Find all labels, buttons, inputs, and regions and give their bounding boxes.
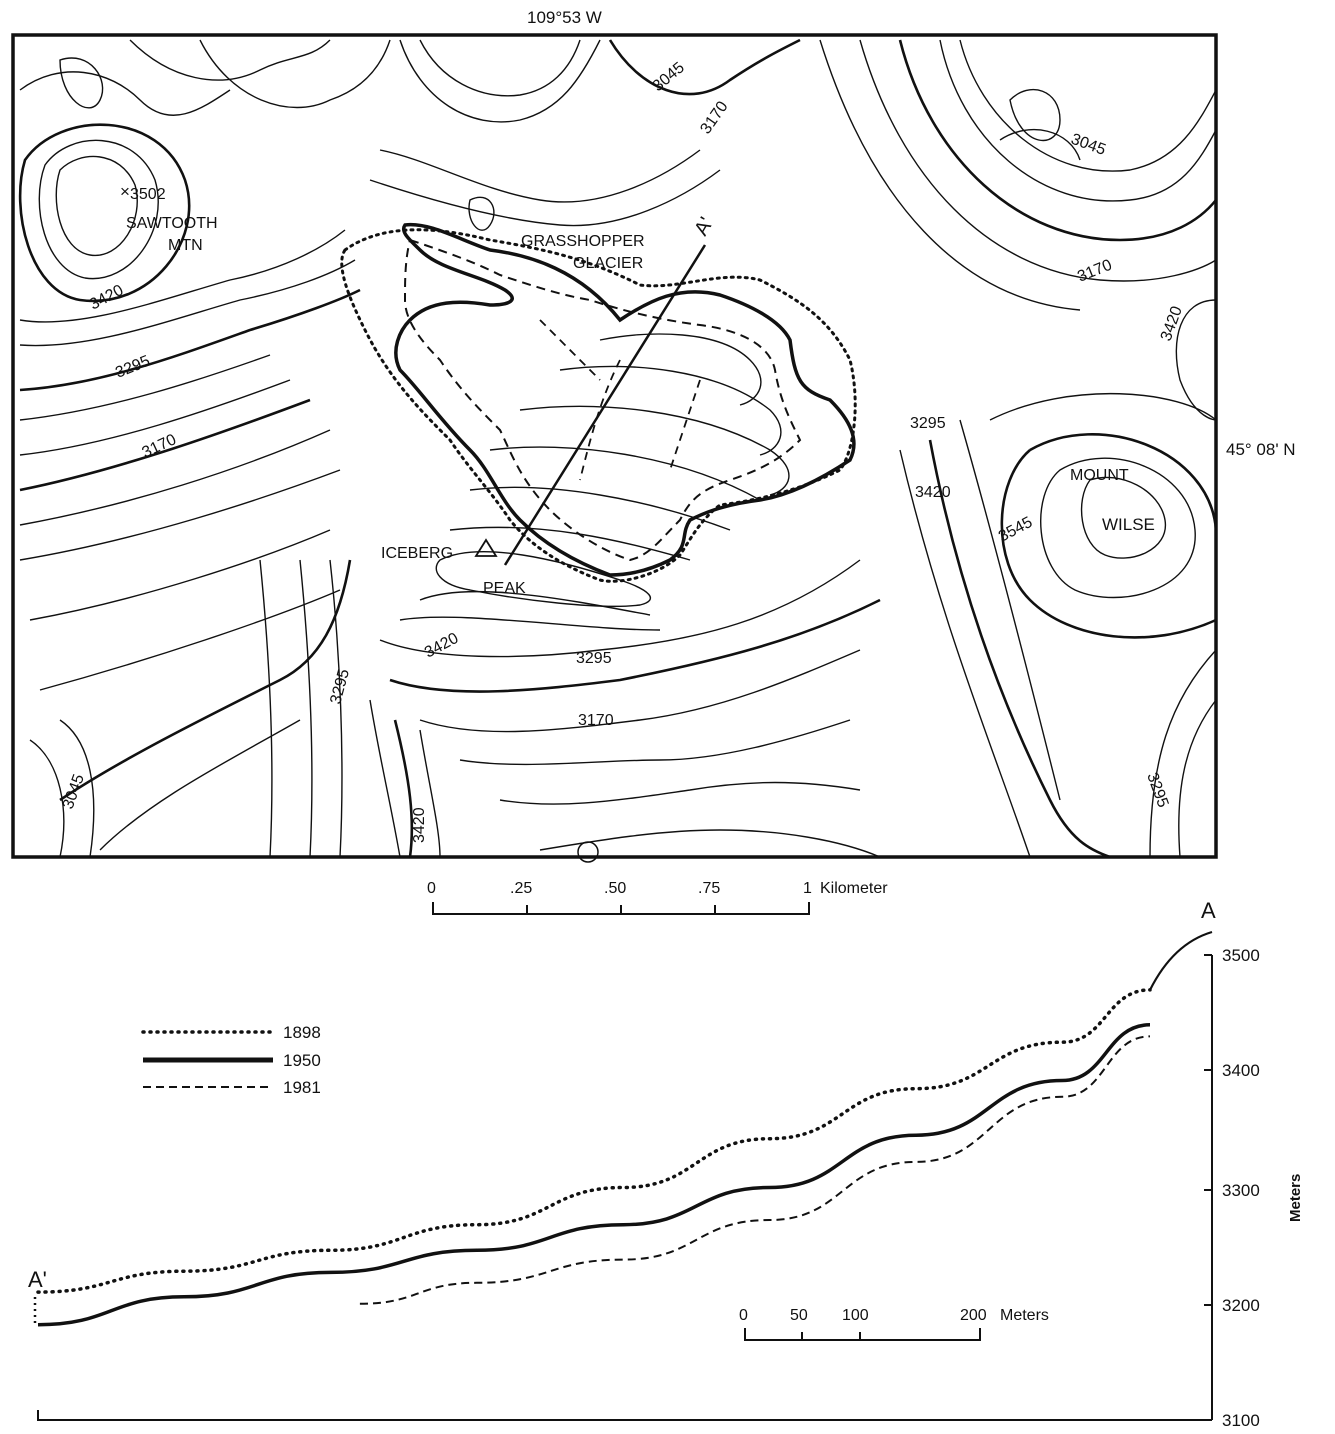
map-scale-bar: 0 .25 .50 .75 1 Kilometer [427, 880, 888, 915]
map-scale-tick: 1 [803, 880, 812, 897]
y-axis-ticks: 3500 3400 3300 3200 3100 [1222, 946, 1260, 1430]
profile-label-a-prime: A' [28, 1267, 47, 1292]
profile-line-1950 [37, 1023, 1151, 1327]
glacier-profile: A A' 3500 3400 3300 3200 3100 Meters 189… [28, 898, 1304, 1430]
cross-section-line [503, 244, 707, 566]
profile-label-a: A [1201, 898, 1216, 923]
contour-label: 3295 [576, 650, 612, 667]
legend-label-1981: 1981 [283, 1078, 321, 1097]
place-label-glacier: GLACIER [573, 255, 643, 272]
profile-scale-unit: Meters [1000, 1307, 1049, 1324]
contour-label: 3295 [910, 415, 946, 432]
glacier-outline-1981 [403, 238, 802, 562]
peak-triangle-marker [474, 538, 498, 557]
place-label-mount: MOUNT [1070, 467, 1129, 484]
y-axis-label: Meters [1287, 1174, 1304, 1222]
glacier-outlines [340, 222, 857, 583]
place-label-sawtooth-1: SAWTOOTH [126, 215, 218, 232]
map-place-labels: × SAWTOOTH MTN GRASSHOPPER GLACIER MOUNT… [120, 182, 1155, 597]
y-axis [1204, 954, 1213, 1421]
map-scale-tick: .75 [698, 880, 720, 897]
place-label-peak: PEAK [483, 580, 526, 597]
legend-label-1950: 1950 [283, 1051, 321, 1070]
profile-scale-tick: 50 [790, 1307, 808, 1324]
map-scale-unit: Kilometer [820, 880, 888, 897]
place-label-sawtooth-2: MTN [168, 237, 203, 254]
y-tick-label: 3100 [1222, 1411, 1260, 1430]
benchmark-symbol [577, 841, 599, 863]
map-scale-tick: 0 [427, 880, 436, 897]
y-tick-label: 3200 [1222, 1296, 1260, 1315]
profile-line-1981 [359, 1035, 1151, 1305]
contour-label: 3502 [130, 186, 166, 203]
profile-line-1898 [36, 988, 1152, 1294]
profile-series [36, 988, 1152, 1327]
profile-scale-tick: 200 [960, 1307, 987, 1324]
map-scale-tick: .25 [510, 880, 532, 897]
topographic-map: 109°53 W 45° 08' N [11, 8, 1296, 863]
profile-scale-bar: 0 50 100 200 Meters [739, 1307, 1049, 1341]
map-frame [11, 33, 1218, 859]
profile-scale-tick: 100 [842, 1307, 869, 1324]
latitude-label: 45° 08' N [1226, 440, 1296, 459]
y-tick-label: 3400 [1222, 1061, 1260, 1080]
legend-label-1898: 1898 [283, 1023, 321, 1042]
glacier-outline-1898 [340, 228, 857, 583]
place-label-wilse: WILSE [1102, 515, 1155, 534]
profile-baseline [37, 1410, 1212, 1421]
y-tick-label: 3500 [1222, 946, 1260, 965]
summit-marker: × [120, 182, 130, 201]
map-scale-tick: .50 [604, 880, 626, 897]
contour-lines [18, 38, 1218, 859]
place-label-iceberg: ICEBERG [381, 545, 453, 562]
place-label-grasshopper: GRASSHOPPER [521, 233, 645, 250]
contour-label: 3420 [915, 484, 951, 501]
longitude-label: 109°53 W [527, 8, 602, 27]
contour-label: 3420 [411, 807, 428, 843]
headwall-surface [1149, 930, 1213, 991]
contour-label: 3170 [578, 712, 614, 729]
contour-value-labels: 3045 3170 3045 3502 3420 3295 3170 3170 … [60, 59, 1186, 843]
profile-scale-tick: 0 [739, 1307, 748, 1324]
y-tick-label: 3300 [1222, 1181, 1260, 1200]
legend: 1898 1950 1981 [141, 1023, 321, 1097]
glacier-outline-1950 [394, 222, 856, 577]
